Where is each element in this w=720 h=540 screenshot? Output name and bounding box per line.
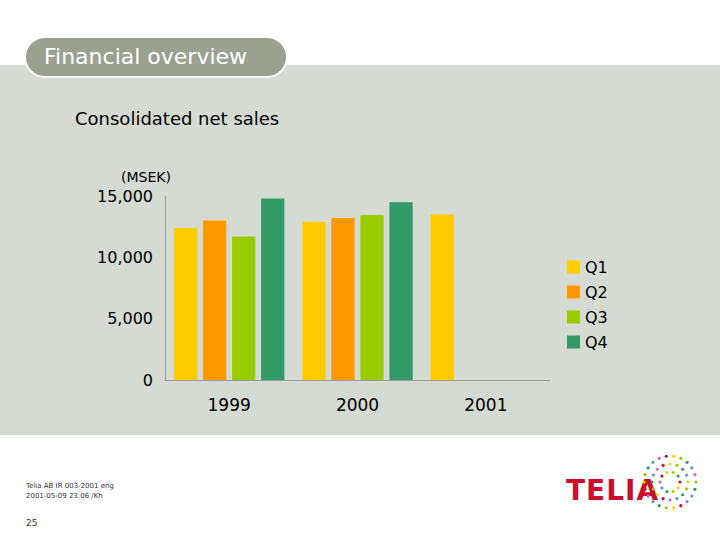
html-text:Telia AB IR 003-2001 eng: Telia AB IR 003-2001 eng xyxy=(26,482,114,490)
svg-text:2001: 2001 xyxy=(464,395,507,415)
svg-text:Q4: Q4 xyxy=(585,333,608,352)
svg-text:Consolidated net sales: Consolidated net sales xyxy=(75,108,279,129)
html-text:Financial overview: Financial overview xyxy=(44,44,248,69)
svg-text:2000: 2000 xyxy=(336,395,379,415)
svg-text:Q3: Q3 xyxy=(585,308,608,327)
svg-text:15,000: 15,000 xyxy=(97,187,153,206)
svg-text:5,000: 5,000 xyxy=(107,309,153,328)
svg-text:10,000: 10,000 xyxy=(97,248,153,267)
html-text:TELIA: TELIA xyxy=(566,474,660,507)
svg-text:Q2: Q2 xyxy=(585,283,608,302)
svg-text:1999: 1999 xyxy=(208,395,251,415)
svg-text:Q1: Q1 xyxy=(585,258,608,277)
svg-text:(MSEK): (MSEK) xyxy=(121,169,171,185)
html-text:25: 25 xyxy=(26,518,38,528)
svg-text:0: 0 xyxy=(143,371,153,390)
html-text:2001-05-09 23:06 /Kh: 2001-05-09 23:06 /Kh xyxy=(26,492,103,500)
